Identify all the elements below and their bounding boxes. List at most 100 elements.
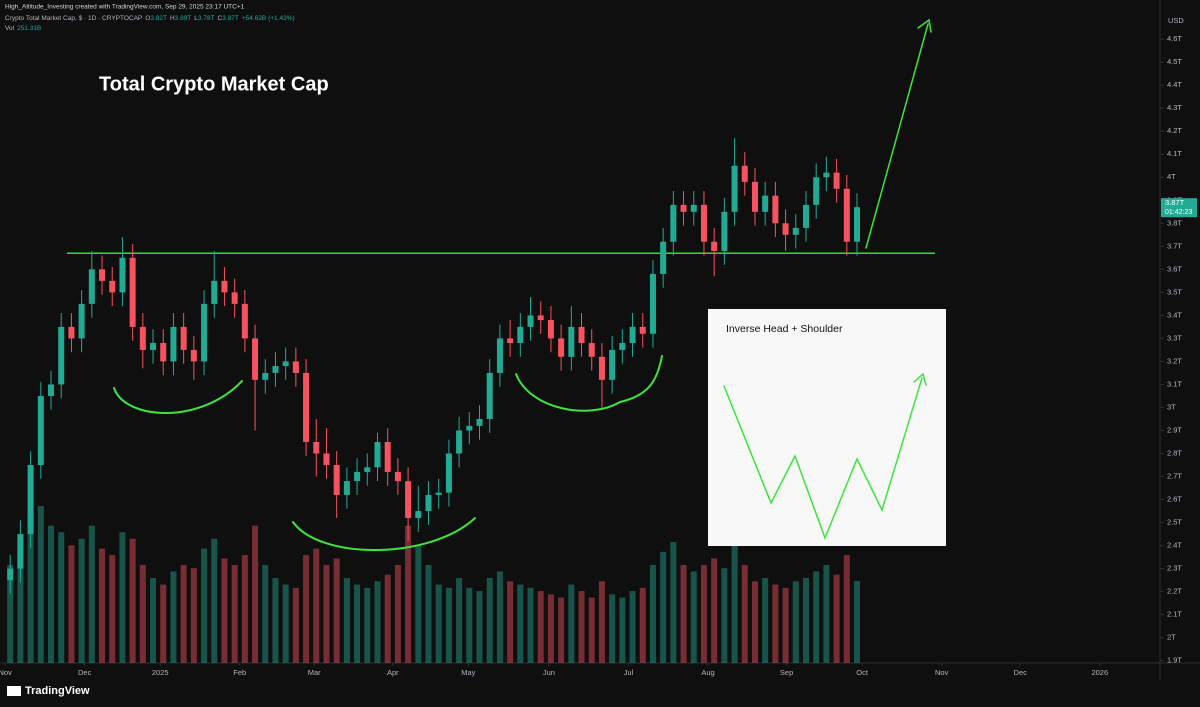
volume-bar xyxy=(27,512,34,663)
candle-body xyxy=(272,366,279,373)
volume-bar xyxy=(680,564,687,663)
countdown: 01:42:23 xyxy=(1165,209,1192,216)
candle-body xyxy=(211,280,218,304)
volume-bar xyxy=(527,587,534,663)
candle-body xyxy=(109,280,116,293)
x-tick-label: May xyxy=(461,668,475,677)
y-tick-label: 2.6T xyxy=(1167,495,1182,504)
volume-bar xyxy=(150,578,157,663)
right-shoulder-curve xyxy=(515,355,663,412)
candle-body xyxy=(48,384,55,396)
x-tick-label: Jul xyxy=(624,668,634,677)
candle-body xyxy=(578,326,585,344)
volume-bar xyxy=(751,581,758,663)
y-tick-label: 3.7T xyxy=(1167,241,1182,250)
y-tick-label: 4.1T xyxy=(1167,149,1182,158)
volume-key: Vol xyxy=(5,25,15,32)
candle-body xyxy=(241,303,248,339)
price-axis-unit: USD xyxy=(1168,16,1184,25)
candle-body xyxy=(313,442,320,454)
volume-bar xyxy=(619,597,626,663)
volume-bar xyxy=(201,548,208,663)
volume-bar xyxy=(762,578,769,663)
volume-bar xyxy=(88,525,95,663)
brand[interactable]: TradingView xyxy=(25,685,90,697)
candle-body xyxy=(78,303,85,339)
candle-body xyxy=(639,326,646,334)
candle-body xyxy=(231,292,238,304)
candle-body xyxy=(190,349,197,362)
symbol-legend: Crypto Total Market Cap, $ · 1D · CRYPTO… xyxy=(5,15,295,22)
candle-body xyxy=(762,195,769,212)
volume-bar xyxy=(160,584,167,663)
candle-body xyxy=(486,372,493,419)
volume-bar xyxy=(354,584,361,663)
volume-bar xyxy=(394,564,401,663)
volume-bar xyxy=(782,587,789,663)
volume-bar xyxy=(660,551,667,663)
y-tick-label: 2T xyxy=(1167,633,1176,642)
candle-body xyxy=(129,257,136,327)
y-tick-label: 2.2T xyxy=(1167,587,1182,596)
candle-body xyxy=(139,326,146,350)
candle-body xyxy=(680,204,687,212)
candle-body xyxy=(598,356,605,380)
volume-value: 251.31B xyxy=(17,25,41,32)
volume-bar xyxy=(690,571,697,663)
left-shoulder-curve xyxy=(113,380,243,414)
volume-bar xyxy=(466,587,473,663)
volume-legend: Vol 251.31B xyxy=(5,25,41,32)
volume-bar xyxy=(843,555,850,663)
volume-bar xyxy=(109,555,116,663)
volume-bar xyxy=(476,591,483,663)
y-tick-label: 3.6T xyxy=(1167,264,1182,273)
candle-body xyxy=(700,204,707,242)
candle-body xyxy=(833,172,840,189)
y-tick-label: 4.6T xyxy=(1167,34,1182,43)
volume-bar xyxy=(456,578,463,663)
volume-bar xyxy=(374,581,381,663)
candle-body xyxy=(853,207,860,242)
candle-body xyxy=(364,467,371,472)
y-tick-label: 2.1T xyxy=(1167,610,1182,619)
y-tick-label: 4T xyxy=(1167,172,1176,181)
volume-bar xyxy=(425,564,432,663)
candle-body xyxy=(58,326,65,385)
candle-body xyxy=(629,326,636,344)
x-tick-label: Mar xyxy=(308,668,321,677)
candle-body xyxy=(721,211,728,251)
volume-bar xyxy=(588,597,595,663)
x-tick-label: 2025 xyxy=(152,668,169,677)
candle-body xyxy=(160,343,167,362)
candle-body xyxy=(782,223,789,235)
y-tick-label: 3T xyxy=(1167,402,1176,411)
volume-bar xyxy=(486,578,493,663)
candle-body xyxy=(170,326,177,362)
volume-bar xyxy=(170,571,177,663)
volume-bar xyxy=(384,574,391,663)
candle-body xyxy=(99,269,106,281)
quote-key: C xyxy=(218,15,223,22)
candle-body xyxy=(333,465,340,495)
chart-title: Total Crypto Market Cap xyxy=(99,73,329,95)
candle-body xyxy=(343,481,350,495)
candle-body xyxy=(252,338,259,380)
candle-body xyxy=(292,361,299,373)
candle-body xyxy=(7,568,14,581)
volume-bar xyxy=(221,558,228,663)
candle-body xyxy=(690,204,697,212)
logo-icon xyxy=(7,686,21,696)
last-price-label: 3.87T xyxy=(1165,198,1185,207)
volume-bar xyxy=(343,578,350,663)
candle-body xyxy=(823,172,830,178)
volume-bar xyxy=(496,571,503,663)
candle-body xyxy=(527,315,534,327)
quote-key: H xyxy=(170,15,175,22)
candle-body xyxy=(262,372,269,380)
volume-bar xyxy=(507,581,514,663)
x-tick-label: Sep xyxy=(780,668,793,677)
x-tick-label: Nov xyxy=(0,668,12,677)
y-tick-label: 3.1T xyxy=(1167,379,1182,388)
candle-body xyxy=(27,465,34,535)
candle-body xyxy=(741,165,748,182)
